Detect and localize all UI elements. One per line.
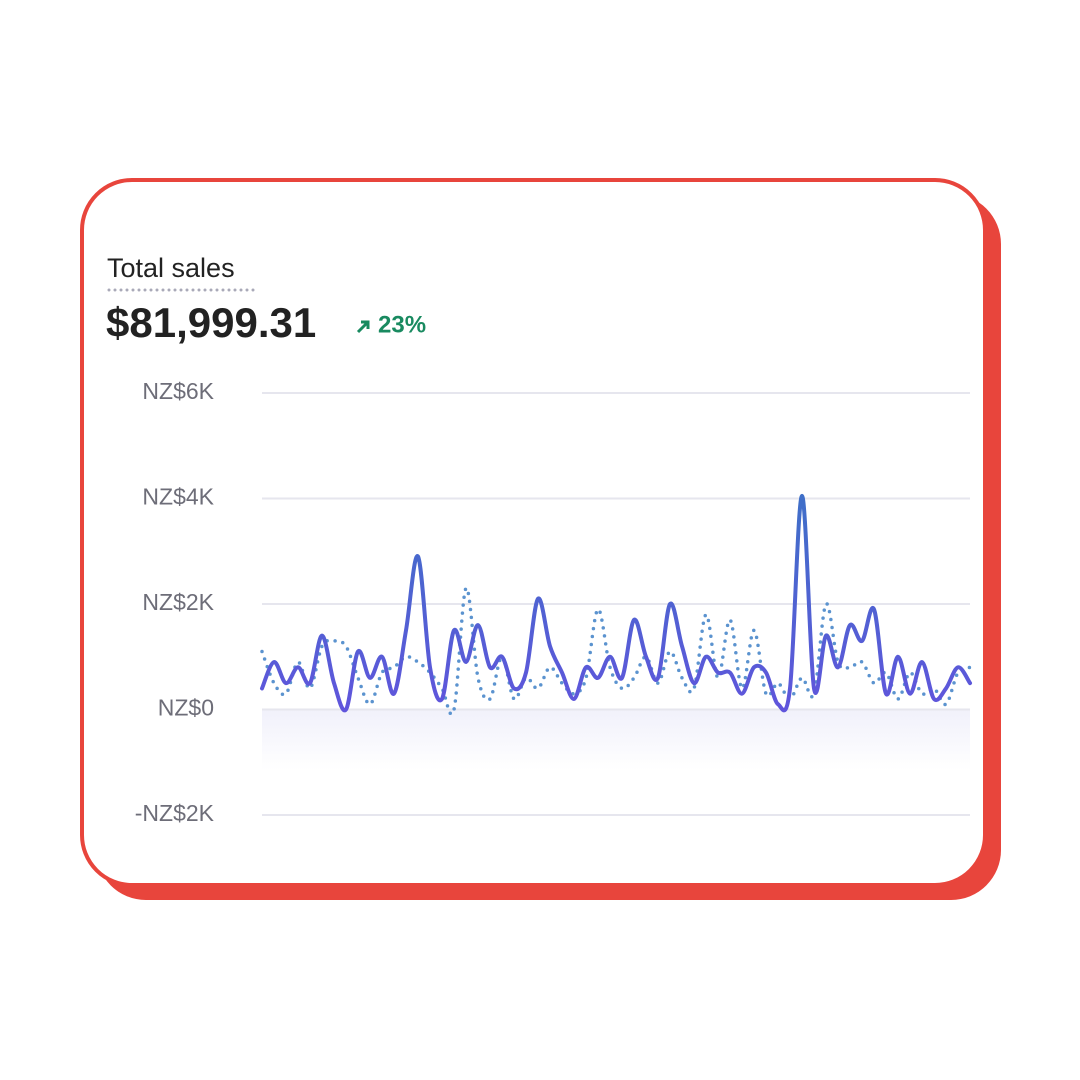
previous-period-line — [260, 586, 972, 716]
total-value: $81,999.31 — [106, 299, 316, 346]
card-title: Total sales — [107, 253, 235, 283]
change-value: 23% — [378, 311, 426, 338]
below-zero-area — [262, 710, 970, 770]
y-tick-label: NZ$4K — [142, 484, 214, 510]
y-tick-label: NZ$0 — [158, 695, 214, 721]
y-tick-label: NZ$2K — [142, 589, 214, 615]
card — [80, 178, 987, 887]
trend-arrow — [356, 320, 370, 334]
current-period-line — [260, 493, 972, 713]
y-tick-label: -NZ$2K — [135, 800, 215, 826]
y-tick-label: NZ$6K — [142, 378, 214, 404]
